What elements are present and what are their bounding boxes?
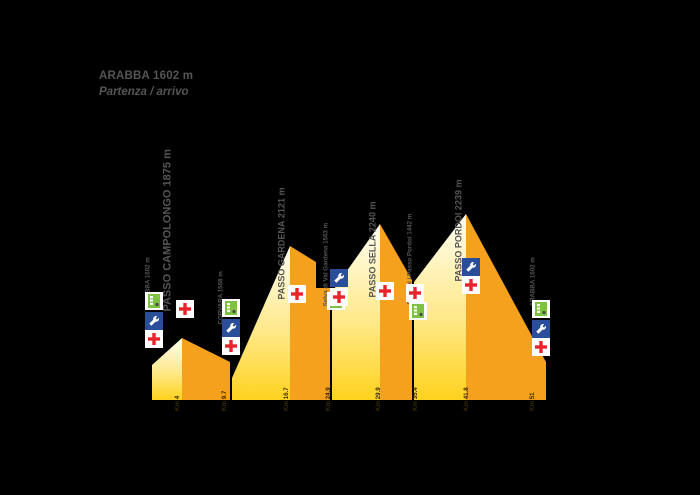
ascent-segment-3: [332, 224, 380, 400]
summit-altitude: 1875 m: [161, 149, 174, 187]
summit-name: PASSO CAMPOLONGO: [161, 189, 174, 312]
km-marker: Km 4: [174, 395, 181, 411]
medical-cross-icon: [406, 284, 424, 302]
elevation-profile-chart: [140, 150, 560, 400]
medical-cross-icon: [376, 282, 394, 300]
technical-assistance-icon: [222, 319, 240, 337]
km-marker: Km 9.7: [221, 390, 228, 411]
summit-label-campolongo: PASSO CAMPOLONGO 1875 m: [161, 149, 174, 312]
descent-segment-3: [380, 224, 412, 400]
descent-segment-4: [466, 214, 546, 400]
km-marker: Km 24.9: [325, 387, 332, 411]
summit-altitude: 1568 m: [217, 271, 225, 293]
feed-zone-icon: [532, 300, 550, 318]
summit-altitude: 2240 m: [367, 201, 378, 233]
summit-altitude: 2121 m: [276, 187, 287, 219]
feed-zone-icon: [409, 302, 427, 320]
medical-cross-icon: [145, 330, 163, 348]
km-marker: Km 16.7: [283, 387, 290, 411]
feed-zone-icon: [145, 292, 163, 310]
km-marker: Km 51: [529, 392, 536, 411]
summit-altitude: 2239 m: [453, 179, 464, 211]
km-marker: Km 35.4: [412, 387, 419, 411]
technical-assistance-icon: [145, 312, 163, 330]
medical-cross-icon: [288, 285, 306, 303]
technical-assistance-icon: [532, 320, 550, 338]
stage-header: ARABBA 1602 m Partenza / arrivo: [99, 69, 193, 99]
ascent-segment-2: [232, 246, 290, 400]
medical-cross-icon: [462, 276, 480, 294]
start-finish-label: Partenza / arrivo: [99, 86, 189, 98]
ascent-segment-4: [414, 214, 466, 400]
summit-altitude: 1602 m: [529, 257, 537, 279]
km-marker: Km 29.9: [375, 387, 382, 411]
technical-assistance-icon: [462, 258, 480, 276]
profile-svg: [152, 214, 546, 400]
descent-segment-2: [290, 246, 330, 400]
medical-cross-icon: [176, 300, 194, 318]
km-marker: Km 41.8: [463, 387, 470, 411]
ascent-segment-1: [152, 338, 182, 400]
feed-zone-icon: [222, 299, 240, 317]
medical-cross-icon: [222, 337, 240, 355]
descent-segment-1: [182, 338, 230, 400]
medical-cross-icon: [532, 338, 550, 356]
summit-name: PASSO GARDENA: [276, 220, 287, 300]
medical-cross-icon: [330, 288, 348, 306]
page-title: ARABBA 1602 m: [99, 70, 194, 82]
summit-altitude: 1602 m: [144, 257, 152, 279]
summit-label-gardena: PASSO GARDENA 2121 m: [276, 187, 287, 300]
technical-assistance-icon: [330, 269, 348, 287]
